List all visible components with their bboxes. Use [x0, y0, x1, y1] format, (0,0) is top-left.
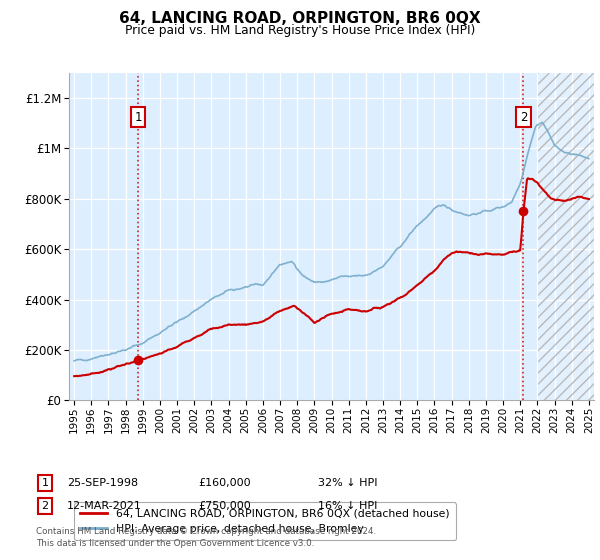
- Text: 16% ↓ HPI: 16% ↓ HPI: [318, 501, 377, 511]
- Text: £750,000: £750,000: [198, 501, 251, 511]
- Text: 1: 1: [134, 110, 142, 124]
- Text: Contains HM Land Registry data © Crown copyright and database right 2024.: Contains HM Land Registry data © Crown c…: [36, 528, 376, 536]
- Text: This data is licensed under the Open Government Licence v3.0.: This data is licensed under the Open Gov…: [36, 539, 314, 548]
- Text: 2: 2: [41, 501, 49, 511]
- Text: 32% ↓ HPI: 32% ↓ HPI: [318, 478, 377, 488]
- Text: Price paid vs. HM Land Registry's House Price Index (HPI): Price paid vs. HM Land Registry's House …: [125, 24, 475, 36]
- Text: 25-SEP-1998: 25-SEP-1998: [67, 478, 139, 488]
- Text: 12-MAR-2021: 12-MAR-2021: [67, 501, 142, 511]
- Legend: 64, LANCING ROAD, ORPINGTON, BR6 0QX (detached house), HPI: Average price, detac: 64, LANCING ROAD, ORPINGTON, BR6 0QX (de…: [74, 502, 456, 540]
- Text: 2: 2: [520, 110, 527, 124]
- Bar: [538, 73, 594, 400]
- Text: 1: 1: [41, 478, 49, 488]
- Text: 64, LANCING ROAD, ORPINGTON, BR6 0QX: 64, LANCING ROAD, ORPINGTON, BR6 0QX: [119, 11, 481, 26]
- Text: £160,000: £160,000: [198, 478, 251, 488]
- Bar: [538, 73, 594, 400]
